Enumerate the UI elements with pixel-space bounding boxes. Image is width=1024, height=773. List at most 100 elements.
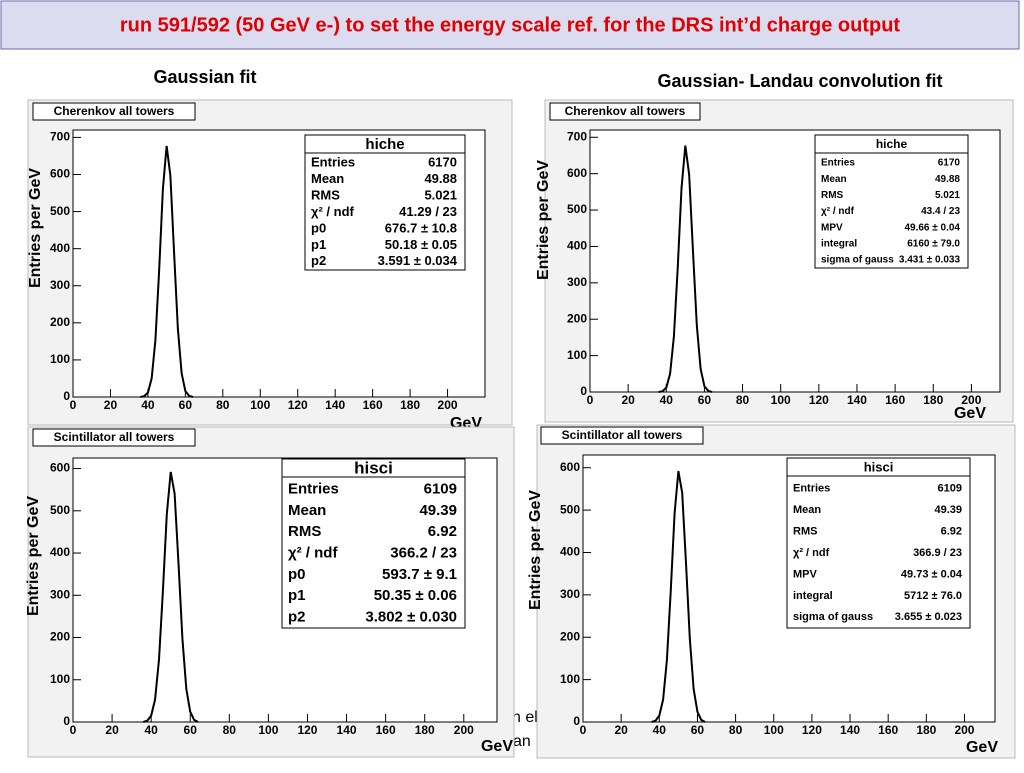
stats-value: 41.29 / 23: [399, 204, 457, 219]
y-axis-label: Entries per GeV: [25, 496, 42, 616]
y-axis-label: Entries per GeV: [27, 168, 44, 288]
x-tick-label: 100: [250, 398, 270, 412]
x-tick-label: 140: [337, 723, 357, 737]
stats-value: 366.9 / 23: [913, 547, 962, 559]
stats-value: 6170: [938, 158, 961, 169]
stats-key: sigma of gauss: [793, 611, 873, 623]
stats-value: 3.802 ± 0.030: [365, 608, 457, 625]
stats-value: 366.2 / 23: [390, 544, 457, 561]
y-tick-label: 600: [567, 166, 587, 180]
y-tick-label: 700: [567, 129, 587, 143]
x-tick-label: 20: [105, 723, 119, 737]
stats-value: 6170: [428, 155, 457, 170]
stats-key: Mean: [311, 171, 344, 186]
stats-key: Mean: [821, 174, 847, 185]
stats-key: Entries: [821, 158, 855, 169]
y-tick-label: 600: [560, 460, 580, 474]
x-tick-label: 120: [297, 723, 317, 737]
stats-value: 3.431 ± 0.033: [899, 255, 961, 266]
x-tick-label: 140: [840, 723, 860, 737]
stats-value: 6109: [424, 481, 457, 498]
y-axis-label: Entries per GeV: [535, 160, 552, 280]
x-tick-label: 100: [771, 393, 791, 407]
stats-key: Entries: [311, 155, 355, 170]
y-tick-label: 100: [567, 348, 587, 362]
x-tick-label: 60: [691, 723, 705, 737]
hist-title: Scintillator all towers: [54, 430, 175, 444]
stats-value: 6.92: [941, 525, 962, 537]
x-axis-label: GeV: [954, 405, 986, 422]
y-tick-label: 100: [50, 672, 70, 686]
x-tick-label: 120: [802, 723, 822, 737]
fit-curve: [143, 471, 199, 723]
hist-title: Scintillator all towers: [562, 428, 683, 442]
x-tick-label: 100: [764, 723, 784, 737]
x-tick-label: 40: [653, 723, 667, 737]
caption: Gaussian- Landau convolution fit: [657, 71, 942, 91]
stats-value: 43.4 / 23: [921, 206, 960, 217]
stats-key: sigma of gauss: [821, 255, 894, 266]
y-tick-label: 300: [560, 587, 580, 601]
stats-value: 49.88: [424, 171, 457, 186]
x-tick-label: 40: [144, 723, 158, 737]
y-tick-label: 400: [560, 545, 580, 559]
stats-key: Entries: [288, 481, 339, 498]
fragment: an: [513, 733, 531, 750]
hist-title-box: [540, 426, 704, 445]
stats-box: [786, 457, 971, 629]
y-tick-label: 300: [50, 587, 70, 601]
stats-value: 676.7 ± 10.8: [385, 220, 457, 235]
y-tick-label: 500: [567, 202, 587, 216]
stats-value: 49.39: [934, 504, 962, 516]
y-tick-label: 100: [50, 352, 70, 366]
x-tick-label: 0: [580, 723, 587, 737]
stats-value: 6160 ± 79.0: [907, 238, 960, 249]
x-tick-label: 180: [923, 393, 943, 407]
stats-key: χ² / ndf: [821, 206, 855, 217]
stats-title: hisci: [864, 459, 894, 474]
y-tick-label: 100: [560, 672, 580, 686]
x-tick-label: 200: [438, 398, 458, 412]
x-tick-label: 160: [376, 723, 396, 737]
fragment: n el: [512, 709, 538, 726]
stats-key: Mean: [793, 504, 821, 516]
x-tick-label: 20: [614, 723, 628, 737]
stats-key: MPV: [821, 222, 843, 233]
x-tick-label: 140: [847, 393, 867, 407]
slide-title: run 591/592 (50 GeV e-) to set the energ…: [120, 14, 901, 36]
stats-key: integral: [793, 590, 833, 602]
x-tick-label: 120: [288, 398, 308, 412]
stats-key: p0: [288, 566, 306, 583]
x-tick-label: 140: [325, 398, 345, 412]
stats-value: 5.021: [424, 188, 457, 203]
y-tick-label: 700: [50, 130, 70, 144]
x-tick-label: 120: [809, 393, 829, 407]
x-tick-label: 180: [415, 723, 435, 737]
y-tick-label: 200: [560, 629, 580, 643]
stats-key: integral: [821, 238, 857, 249]
stats-value: 5.021: [935, 190, 960, 201]
y-tick-label: 300: [50, 278, 70, 292]
stats-value: 5712 ± 76.0: [904, 590, 962, 602]
stats-key: RMS: [793, 525, 817, 537]
x-tick-label: 80: [223, 723, 237, 737]
y-tick-label: 0: [63, 389, 70, 403]
stats-key: p2: [311, 253, 326, 268]
x-tick-label: 40: [660, 393, 674, 407]
x-tick-label: 0: [70, 398, 77, 412]
y-tick-label: 400: [50, 241, 70, 255]
y-tick-label: 300: [567, 275, 587, 289]
stats-value: 49.88: [935, 174, 960, 185]
x-tick-label: 160: [878, 723, 898, 737]
stats-key: p0: [311, 220, 326, 235]
x-tick-label: 0: [587, 393, 594, 407]
stats-box: [281, 458, 466, 629]
stats-value: 3.591 ± 0.034: [378, 253, 458, 268]
stats-title: hiche: [365, 136, 404, 153]
stats-value: 49.66 ± 0.04: [904, 222, 960, 233]
x-tick-label: 200: [954, 723, 974, 737]
y-tick-label: 600: [50, 461, 70, 475]
stats-value: 49.39: [419, 502, 457, 519]
stats-value: 50.35 ± 0.06: [374, 587, 457, 604]
stats-key: χ² / ndf: [311, 204, 355, 219]
